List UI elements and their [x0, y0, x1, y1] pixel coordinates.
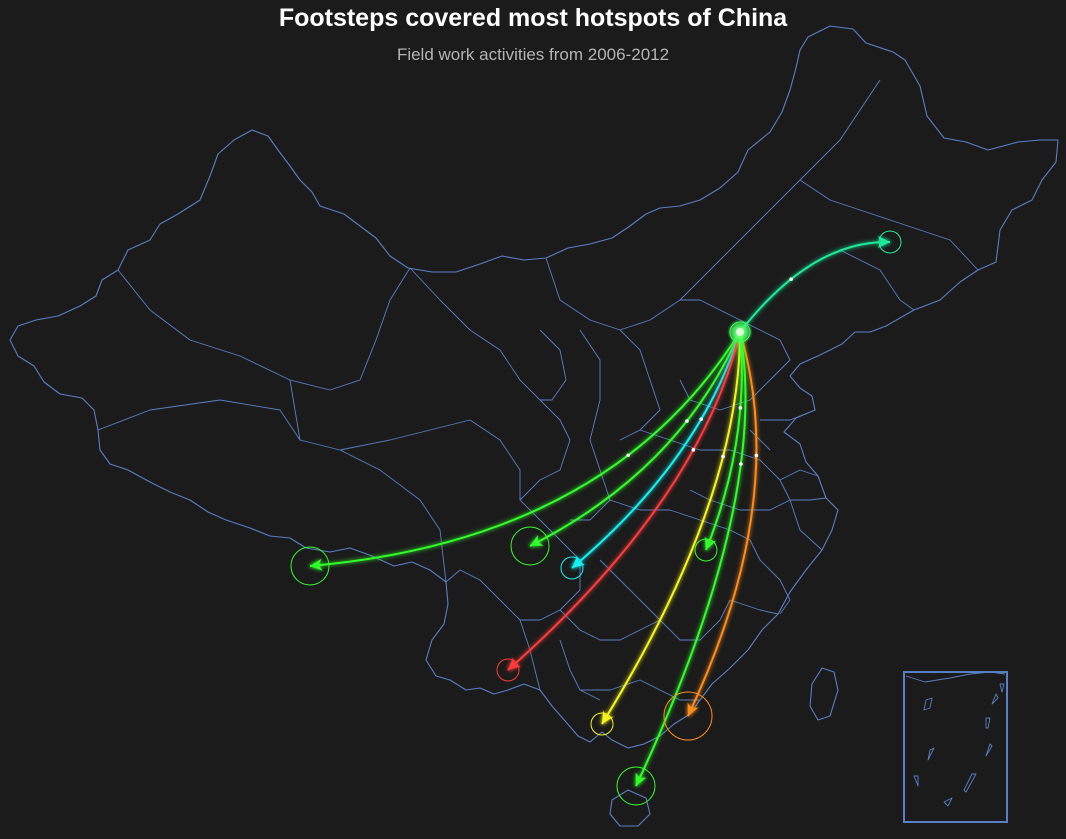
- route-arrow-tibet: [310, 558, 323, 571]
- route-arrow-yunnan: [508, 657, 521, 670]
- route-particle-heilongjiang: [789, 277, 793, 281]
- route-arrow-guangdong: [687, 702, 699, 716]
- route-particle-jiangxi: [738, 406, 743, 410]
- flow-lines: [309, 235, 891, 787]
- destination-ring-sichuan[interactable]: [510, 526, 550, 566]
- route-line-heilongjiang: [739, 240, 891, 333]
- boundary-xinjiang: [117, 267, 411, 391]
- route-particle-guangdong: [754, 453, 759, 458]
- boundary-qinghai: [289, 379, 521, 500]
- route-particle-tibet: [626, 453, 630, 458]
- inset-coast: [905, 671, 1006, 683]
- inset-islands: [913, 683, 1005, 807]
- taiwan-outline: [809, 667, 839, 721]
- inset-frame: [903, 671, 1008, 823]
- map-subtitle: Field work activities from 2006-2012: [396, 45, 670, 64]
- route-particle-chongqing: [699, 417, 704, 421]
- route-arrow-guangxi: [602, 710, 614, 724]
- route-particle-guangxi: [721, 454, 725, 459]
- route-line-yunnan: [507, 331, 741, 671]
- route-line-guangdong: [687, 331, 758, 717]
- boundary-hubei: [609, 499, 761, 561]
- boundary-jiangsu: [779, 469, 827, 501]
- country-outline: [9, 25, 1059, 749]
- boundary-ningxia: [539, 329, 567, 401]
- destination-ring-chongqing[interactable]: [560, 556, 584, 580]
- route-arrow-hainan: [635, 772, 647, 786]
- route-particle-hainan: [739, 462, 743, 466]
- boundary-shanxi: [619, 329, 661, 441]
- boundary-shandong: [749, 409, 816, 451]
- destination-ring-heilongjiang[interactable]: [878, 230, 902, 254]
- route-line-sichuan: [529, 331, 741, 547]
- boundary-shaanxi: [570, 329, 611, 521]
- route-line-hainan: [635, 331, 747, 787]
- destination-ring-tibet[interactable]: [290, 546, 330, 586]
- destination-ring-hainan[interactable]: [616, 766, 656, 806]
- boundary-hunan: [599, 559, 731, 641]
- boundary-tibet: [97, 399, 447, 583]
- destination-ring-guangdong[interactable]: [663, 691, 713, 741]
- boundary-inner-mongolia: [545, 79, 881, 331]
- boundary-guangxi: [580, 679, 700, 701]
- route-arrow-sichuan: [530, 535, 544, 546]
- route-particle-yunnan: [691, 448, 696, 452]
- boundary-gansu: [409, 267, 571, 501]
- boundary-yunnan: [519, 619, 601, 701]
- destination-ring-jiangxi[interactable]: [694, 538, 718, 562]
- route-particle-sichuan: [685, 419, 689, 423]
- boundary-east: [729, 499, 823, 615]
- boundary-sichuan: [445, 499, 581, 621]
- route-arrow-heilongjiang: [877, 235, 890, 248]
- route-line-guangxi: [601, 331, 741, 725]
- province-borders: [9, 25, 1059, 827]
- route-arrow-chongqing: [572, 555, 586, 568]
- origin-ring: [729, 321, 751, 343]
- route-line-tibet: [309, 331, 741, 567]
- origin-dot: [736, 328, 744, 336]
- map-title: Footsteps covered most hotspots of China: [278, 4, 788, 32]
- route-arrow-jiangxi: [704, 536, 716, 550]
- south-china-sea-inset: [903, 671, 1008, 823]
- destination-markers: [290, 230, 902, 806]
- route-line-chongqing: [571, 331, 741, 569]
- hainan-outline: [609, 789, 651, 827]
- route-line-jiangxi: [705, 331, 743, 551]
- boundary-guizhou: [559, 609, 661, 641]
- origin-node[interactable]: [727, 319, 753, 345]
- destination-ring-guangxi[interactable]: [590, 712, 614, 736]
- destination-ring-yunnan[interactable]: [496, 658, 520, 682]
- boundary-northeast: [799, 179, 979, 311]
